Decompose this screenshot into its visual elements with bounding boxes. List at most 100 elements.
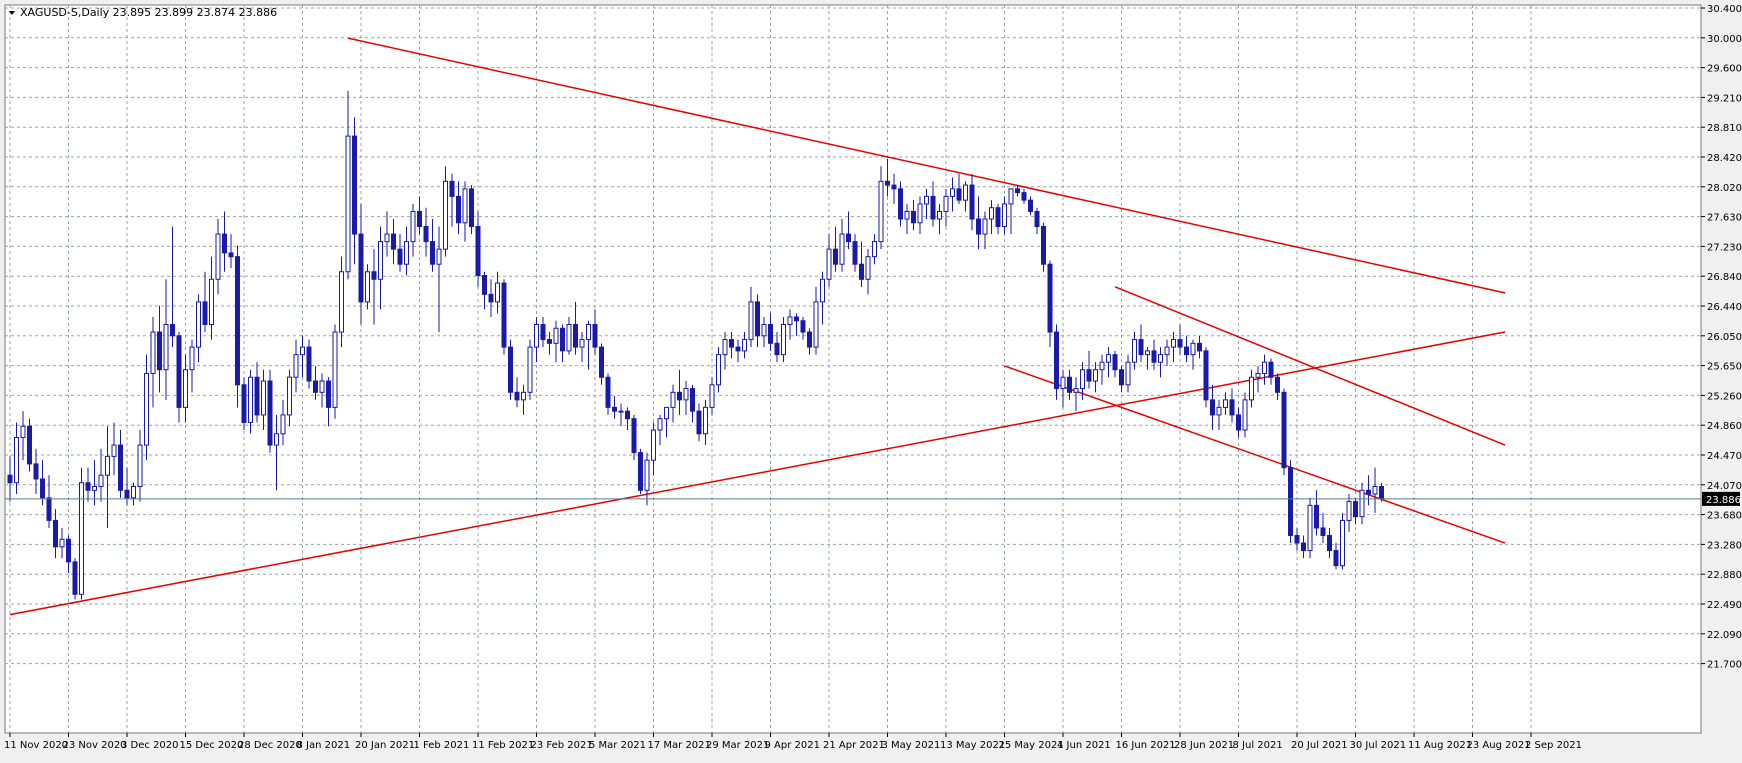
candle bbox=[911, 200, 916, 231]
candle bbox=[1008, 188, 1014, 235]
candle-body-down bbox=[1028, 199, 1033, 212]
candle-body-down bbox=[456, 195, 461, 224]
candle bbox=[1184, 335, 1189, 363]
candle bbox=[1203, 347, 1209, 408]
candle bbox=[209, 256, 214, 340]
candle-body-down bbox=[66, 538, 71, 563]
candle bbox=[573, 301, 578, 355]
candle bbox=[963, 181, 968, 212]
y-tick-label: 24.070 bbox=[1707, 481, 1742, 492]
candle-body-down bbox=[1177, 339, 1183, 348]
candle-body-up bbox=[436, 248, 442, 265]
current-price-label: 23.886 bbox=[1706, 495, 1741, 506]
candle bbox=[202, 271, 208, 333]
x-tick-label: 3 May 2021 bbox=[882, 740, 941, 751]
x-tick-label: 3 Dec 2020 bbox=[121, 740, 179, 751]
candle-body-down bbox=[573, 323, 578, 348]
trendline[interactable] bbox=[9, 331, 1506, 616]
candle bbox=[274, 414, 279, 491]
candle-body-down bbox=[1021, 192, 1027, 201]
candle bbox=[566, 316, 572, 355]
candle bbox=[586, 320, 591, 370]
candle bbox=[1359, 482, 1365, 525]
candle-body-up bbox=[443, 180, 448, 250]
candle bbox=[33, 448, 39, 495]
candle-body-up bbox=[365, 271, 370, 303]
candle bbox=[1158, 347, 1163, 378]
candle-body-down bbox=[46, 497, 52, 521]
candle bbox=[833, 226, 838, 272]
candle-body-down bbox=[508, 346, 513, 393]
candle bbox=[170, 226, 175, 348]
price-axis[interactable]: 30.400 30.000 29.600 29.210 28.810 28.420 28.0… bbox=[1701, 4, 1742, 671]
candle-body-down bbox=[547, 339, 552, 344]
candle-body-up bbox=[137, 444, 143, 488]
candle bbox=[1262, 354, 1267, 385]
candle bbox=[1366, 475, 1371, 506]
candle-body-up bbox=[1093, 369, 1098, 382]
candle-body-down bbox=[1086, 369, 1092, 382]
candle bbox=[1275, 373, 1280, 400]
candle bbox=[638, 448, 643, 495]
candle bbox=[625, 407, 630, 430]
candle bbox=[423, 207, 429, 257]
candle bbox=[1249, 369, 1254, 408]
trendlines[interactable] bbox=[9, 37, 1506, 616]
candle bbox=[761, 316, 767, 348]
plot-area[interactable] bbox=[4, 4, 1702, 734]
candle-body-up bbox=[495, 282, 500, 303]
trendline[interactable] bbox=[1114, 286, 1506, 446]
candle-body-up bbox=[1008, 188, 1014, 205]
candle bbox=[872, 234, 877, 265]
candle-body-up bbox=[1132, 339, 1137, 363]
candle bbox=[59, 527, 65, 559]
candle-body-down bbox=[1281, 391, 1287, 469]
candle-body-down bbox=[423, 226, 429, 243]
x-tick-label: 23 Aug 2021 bbox=[1467, 740, 1531, 751]
candle bbox=[1223, 392, 1228, 415]
dropdown-triangle-icon[interactable] bbox=[9, 11, 15, 15]
candle bbox=[605, 373, 611, 415]
candle bbox=[1229, 388, 1235, 423]
candle-body-down bbox=[228, 252, 234, 258]
candle bbox=[1294, 527, 1300, 551]
candle bbox=[358, 203, 364, 325]
candle-body-up bbox=[1340, 519, 1345, 567]
candle bbox=[449, 173, 455, 227]
candle-body-down bbox=[560, 327, 565, 352]
x-tick-label: 17 Mar 2021 bbox=[648, 740, 711, 751]
x-tick-label: 29 Mar 2021 bbox=[706, 740, 769, 751]
x-tick-label: 11 Nov 2020 bbox=[4, 740, 68, 751]
candle bbox=[495, 271, 500, 314]
candle bbox=[755, 294, 760, 348]
candle bbox=[1093, 362, 1098, 393]
candle-body-down bbox=[807, 331, 812, 348]
candle bbox=[280, 399, 286, 446]
grid bbox=[5, 5, 1701, 733]
y-tick-label: 26.050 bbox=[1707, 332, 1742, 343]
candle-body-down bbox=[599, 346, 604, 378]
candle bbox=[118, 429, 123, 498]
candle-body-up bbox=[534, 323, 539, 348]
candle bbox=[709, 377, 715, 415]
trendline[interactable] bbox=[1004, 365, 1506, 544]
trendline[interactable] bbox=[347, 37, 1506, 294]
candle-body-down bbox=[1151, 350, 1157, 363]
candle-body-up bbox=[248, 376, 253, 423]
candle-body-down bbox=[911, 210, 916, 224]
candle-body-down bbox=[241, 384, 247, 423]
y-tick-label: 29.210 bbox=[1707, 93, 1742, 104]
candles bbox=[7, 90, 1384, 600]
candle bbox=[1340, 512, 1345, 570]
candle bbox=[592, 309, 598, 355]
candle bbox=[1125, 354, 1131, 393]
candle-body-down bbox=[1379, 486, 1384, 500]
candle-body-up bbox=[521, 391, 526, 401]
candle bbox=[1060, 369, 1066, 408]
candle bbox=[1002, 196, 1007, 235]
candle bbox=[794, 313, 799, 336]
candle bbox=[1177, 324, 1183, 355]
